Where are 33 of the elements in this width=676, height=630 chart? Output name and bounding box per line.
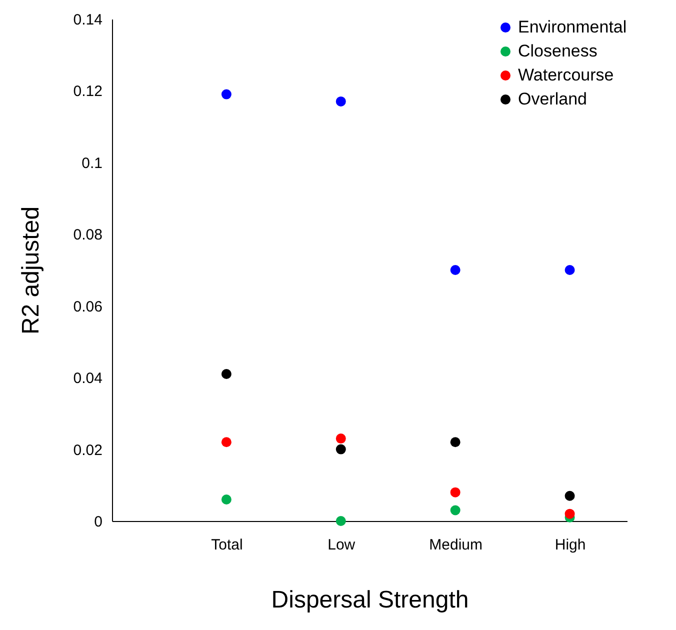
y-tick-label: 0.02 [73,442,102,459]
point [450,265,460,275]
point [450,505,460,516]
y-tick-label: 0.06 [73,298,102,316]
point [336,516,346,526]
legend-label: Environmental [518,18,627,36]
point [450,487,460,498]
y-tick-label: 0.12 [73,83,102,100]
x-tick-label: Medium [429,536,483,554]
point [336,96,346,106]
point [221,437,232,448]
y-tick-label: 0 [94,514,102,530]
point [564,490,575,501]
legend-label: Overland [518,90,587,108]
point [221,89,232,100]
y-tick-label: 0.14 [73,12,102,28]
x-axis-title: Dispersal Strength [271,586,469,614]
y-tick-label: 0.1 [82,154,102,172]
point [221,494,232,504]
legend-label: Watercourse [518,66,614,84]
y-tick-label: 0.08 [73,226,102,244]
y-tick-label: 0.04 [73,370,102,388]
point [221,368,232,379]
legend-label: Closeness [518,42,598,60]
point [564,508,575,519]
point [564,265,575,275]
point [336,444,346,454]
point [336,434,346,444]
x-tick-label: Total [211,536,243,554]
y-axis-title: R2 adjusted [17,206,44,335]
point [450,437,460,448]
x-tick-label: High [554,536,586,554]
x-tick-label: Low [328,536,356,554]
